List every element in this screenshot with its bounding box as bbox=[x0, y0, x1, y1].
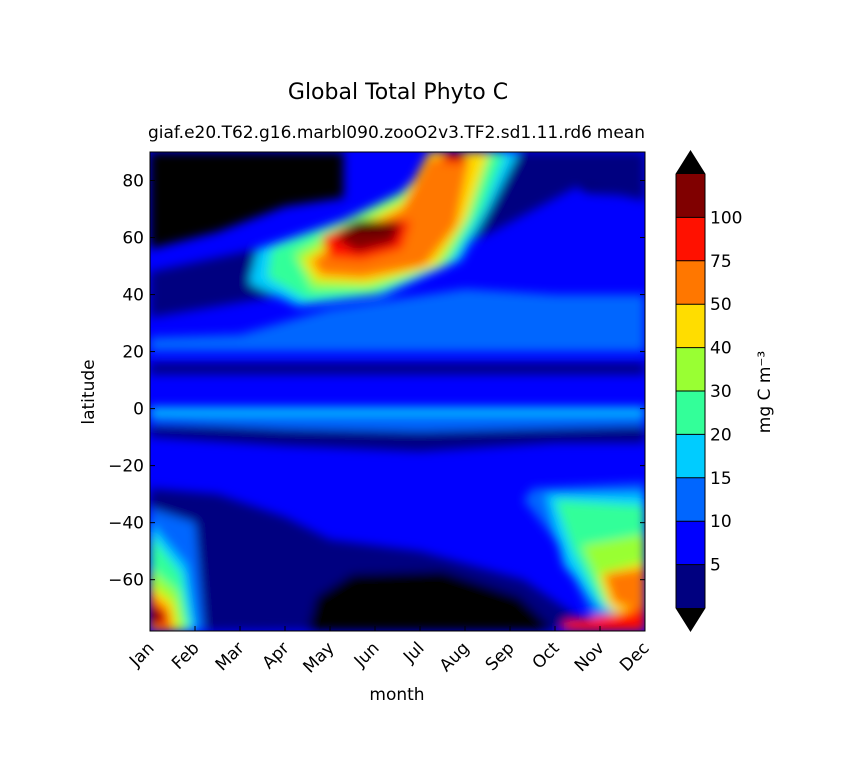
contour-region-5 bbox=[150, 488, 645, 631]
colorbar-extend-max bbox=[676, 151, 705, 174]
x-tick-label: Mar bbox=[212, 638, 249, 675]
colorbar-tick-label: 100 bbox=[710, 208, 742, 228]
colorbar-tick-label: 15 bbox=[710, 469, 732, 489]
contour-region-4 bbox=[150, 425, 645, 452]
chart-subtitle-right: mean bbox=[597, 123, 645, 143]
colorbar-segment bbox=[676, 477, 705, 522]
x-tick-label: Jan bbox=[125, 638, 158, 671]
contour-region-31 bbox=[343, 221, 402, 231]
colorbar-tick-label: 75 bbox=[710, 252, 732, 272]
x-tick-label: Jun bbox=[350, 638, 384, 672]
x-tick-label: Aug bbox=[436, 638, 474, 676]
contour-region-0 bbox=[150, 152, 344, 249]
colorbar-tick-label: 5 bbox=[710, 556, 721, 576]
colorbar-segment bbox=[676, 217, 705, 261]
y-tick-label: −60 bbox=[108, 571, 144, 591]
colorbar-segment bbox=[676, 564, 705, 608]
x-tick-label: Jul bbox=[399, 638, 428, 667]
x-axis-label: month bbox=[369, 685, 424, 705]
contour-region-8 bbox=[150, 411, 645, 432]
y-tick-label: 0 bbox=[133, 400, 144, 420]
colorbar: 5 10 15 20 30 40 50 75 100 bbox=[675, 150, 742, 632]
x-tick-label: Feb bbox=[168, 638, 203, 673]
contour-plot-area bbox=[150, 152, 645, 631]
colorbar-segment bbox=[676, 521, 705, 565]
contour-region-3 bbox=[150, 363, 645, 375]
contour-region-33 bbox=[150, 605, 164, 623]
contour-region-32 bbox=[447, 152, 465, 158]
x-tick-label: Nov bbox=[571, 638, 609, 676]
colorbar-tick-label: 30 bbox=[710, 382, 732, 402]
contour-region-34 bbox=[564, 608, 645, 631]
contour-region-14 bbox=[150, 407, 645, 415]
colorbar-outline bbox=[675, 150, 706, 632]
y-axis-label: latitude bbox=[79, 359, 99, 424]
y-tick-label: 60 bbox=[122, 229, 144, 249]
colorbar-tick-label: 20 bbox=[710, 425, 732, 445]
contour-region-6 bbox=[307, 571, 555, 631]
colorbar-segment bbox=[676, 434, 705, 478]
colorbar-segment bbox=[676, 391, 705, 435]
x-tick-label: May bbox=[300, 638, 339, 677]
y-tick-label: −40 bbox=[108, 514, 144, 534]
colorbar-segment bbox=[676, 260, 705, 305]
y-tick-label: −20 bbox=[108, 457, 144, 477]
chart-subtitle-left: giaf.e20.T62.g16.marbl090.zooO2v3.TF2.sd… bbox=[148, 123, 592, 143]
colorbar-tick-label: 10 bbox=[710, 512, 732, 532]
y-tick-label: 40 bbox=[122, 286, 144, 306]
colorbar-segment bbox=[676, 174, 705, 218]
colorbar-tick-label: 50 bbox=[710, 295, 732, 315]
x-tick-label: Dec bbox=[616, 638, 653, 675]
colorbar-segment bbox=[676, 304, 705, 348]
plot-frame bbox=[149, 151, 646, 632]
contour-region-7 bbox=[150, 288, 645, 352]
colorbar-segment bbox=[676, 347, 705, 391]
x-tick-label: Apr bbox=[259, 638, 294, 673]
x-tick-label: Oct bbox=[529, 638, 564, 673]
y-tick-label: 20 bbox=[122, 343, 144, 363]
x-tick-label: Sep bbox=[482, 638, 519, 675]
chart-title: Global Total Phyto C bbox=[288, 80, 508, 105]
y-tick-label: 80 bbox=[122, 172, 144, 192]
contour-region-25 bbox=[604, 568, 645, 614]
colorbar-label: mg C m⁻³ bbox=[755, 351, 775, 433]
colorbar-extend-min bbox=[676, 608, 705, 631]
colorbar-tick-label: 40 bbox=[710, 339, 732, 359]
